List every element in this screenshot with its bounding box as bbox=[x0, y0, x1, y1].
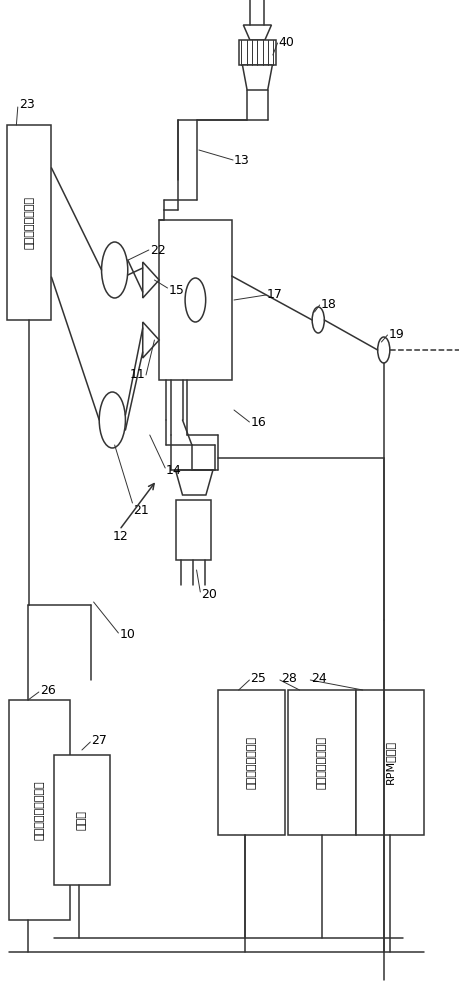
Text: 12: 12 bbox=[112, 530, 128, 544]
Text: 24: 24 bbox=[311, 672, 327, 684]
Bar bbox=[159, 220, 232, 380]
Bar bbox=[54, 755, 110, 885]
Text: 10: 10 bbox=[119, 629, 135, 642]
Polygon shape bbox=[143, 322, 159, 358]
Text: 进气口压力传感器: 进气口压力传感器 bbox=[247, 736, 256, 789]
Text: 14: 14 bbox=[166, 464, 182, 477]
Text: 发动机温度传感器: 发动机温度传感器 bbox=[317, 736, 327, 789]
Text: 可变气门正时设备: 可变气门正时设备 bbox=[24, 196, 34, 249]
Text: RPM传感器: RPM传感器 bbox=[385, 740, 395, 784]
Text: 25: 25 bbox=[250, 672, 266, 684]
Polygon shape bbox=[143, 262, 159, 298]
Bar bbox=[356, 690, 424, 835]
Bar bbox=[7, 125, 51, 320]
Bar bbox=[9, 700, 70, 920]
Bar bbox=[218, 690, 285, 835]
Text: 17: 17 bbox=[267, 288, 283, 302]
Text: 26: 26 bbox=[40, 684, 56, 696]
Bar bbox=[288, 690, 356, 835]
Polygon shape bbox=[243, 25, 271, 40]
Text: 23: 23 bbox=[19, 99, 35, 111]
Text: 控制器: 控制器 bbox=[77, 810, 87, 830]
Text: 40: 40 bbox=[278, 36, 294, 49]
Text: 22: 22 bbox=[150, 243, 166, 256]
Polygon shape bbox=[242, 65, 272, 90]
Text: 20: 20 bbox=[201, 588, 217, 601]
Text: 11: 11 bbox=[129, 368, 145, 381]
Text: 16: 16 bbox=[250, 416, 266, 428]
Text: 18: 18 bbox=[321, 298, 336, 312]
Bar bbox=[239, 40, 276, 65]
Text: 21: 21 bbox=[133, 504, 149, 516]
Text: 19: 19 bbox=[388, 328, 404, 342]
Bar bbox=[176, 500, 211, 560]
Text: 15: 15 bbox=[168, 284, 184, 296]
Text: 扯气区进入确定装置: 扯气区进入确定装置 bbox=[35, 780, 45, 840]
Text: 28: 28 bbox=[281, 672, 297, 684]
Polygon shape bbox=[176, 470, 213, 495]
Text: 13: 13 bbox=[234, 153, 250, 166]
Text: 27: 27 bbox=[91, 734, 107, 746]
